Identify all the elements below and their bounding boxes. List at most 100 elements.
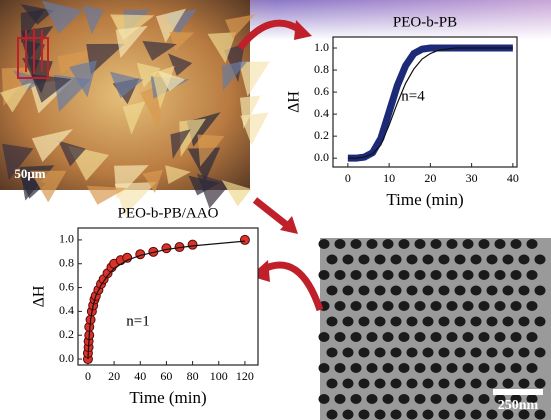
pore: [495, 301, 506, 311]
pore: [479, 270, 490, 280]
pore: [463, 332, 474, 342]
pore: [351, 332, 362, 342]
pore: [471, 255, 482, 265]
pore: [327, 379, 338, 389]
pore: [399, 239, 410, 249]
pore: [471, 410, 482, 420]
pore: [375, 410, 386, 420]
pore: [439, 255, 450, 265]
pore: [439, 379, 450, 389]
pore: [439, 410, 450, 420]
pore: [375, 255, 386, 265]
pore: [471, 317, 482, 327]
y-tick-label: 0.8: [59, 255, 74, 269]
pore: [319, 394, 330, 404]
pore: [383, 394, 394, 404]
pore: [535, 317, 546, 327]
annotation: n=1: [126, 313, 149, 329]
data-point: [188, 240, 197, 249]
pore: [503, 286, 514, 296]
pore: [327, 286, 338, 296]
pore: [343, 255, 354, 265]
pore: [391, 286, 402, 296]
pore: [351, 301, 362, 311]
pore: [399, 363, 410, 373]
pore: [367, 363, 378, 373]
pore: [391, 379, 402, 389]
pore: [511, 363, 522, 373]
y-axis-label: ΔH: [286, 91, 303, 113]
data-point: [123, 253, 132, 262]
pore: [471, 286, 482, 296]
x-tick-label: 40: [134, 369, 146, 383]
pore: [335, 301, 346, 311]
pore: [463, 363, 474, 373]
pore: [511, 270, 522, 280]
scale-label: 250nm: [498, 398, 539, 413]
pore: [487, 348, 498, 358]
pore: [415, 394, 426, 404]
y-tick-label: 0.4: [314, 106, 329, 120]
x-tick-label: 0: [85, 369, 91, 383]
pore: [447, 239, 458, 249]
pore: [407, 255, 418, 265]
pore: [407, 348, 418, 358]
pore: [351, 270, 362, 280]
pore: [343, 410, 354, 420]
pore: [383, 363, 394, 373]
pore: [319, 332, 330, 342]
pore: [319, 363, 330, 373]
pore: [327, 348, 338, 358]
pore: [487, 410, 498, 420]
y-tick-label: 0.2: [314, 128, 329, 142]
pore: [359, 317, 370, 327]
x-axis-label: Time (min): [129, 388, 206, 407]
pore: [503, 379, 514, 389]
pore: [335, 239, 346, 249]
pore: [343, 348, 354, 358]
pore: [415, 363, 426, 373]
pore: [319, 239, 330, 249]
y-tick-label: 0.4: [59, 303, 74, 317]
figure: 250nm 50μm PEO-b-PBTime (min)ΔHn=4010203…: [0, 0, 551, 420]
pore: [463, 301, 474, 311]
pore: [447, 332, 458, 342]
pore: [359, 379, 370, 389]
pore: [447, 363, 458, 373]
micrograph: [0, 0, 270, 216]
pore: [447, 301, 458, 311]
pore: [375, 286, 386, 296]
pore: [495, 363, 506, 373]
pore: [423, 317, 434, 327]
pore: [511, 301, 522, 311]
pore: [455, 286, 466, 296]
pore: [495, 332, 506, 342]
pore: [439, 286, 450, 296]
pore: [367, 270, 378, 280]
chart-title: PEO-b-PB: [393, 14, 457, 30]
pore: [471, 379, 482, 389]
pore: [479, 301, 490, 311]
pore: [471, 348, 482, 358]
pore: [335, 394, 346, 404]
pore: [423, 286, 434, 296]
pore: [359, 410, 370, 420]
pore: [327, 410, 338, 420]
pore: [535, 255, 546, 265]
x-tick-label: 120: [236, 369, 254, 383]
x-tick-label: 10: [383, 171, 395, 185]
pore: [391, 255, 402, 265]
pore: [375, 348, 386, 358]
pore: [335, 332, 346, 342]
pore: [407, 317, 418, 327]
pore: [399, 394, 410, 404]
pore: [535, 379, 546, 389]
pore: [431, 270, 442, 280]
pore: [343, 286, 354, 296]
chart-title: PEO-b-PB/AAO: [118, 205, 219, 221]
x-tick-label: 100: [210, 369, 228, 383]
y-tick-label: 0.0: [59, 351, 74, 365]
pore: [455, 379, 466, 389]
pore: [383, 332, 394, 342]
pore: [431, 332, 442, 342]
